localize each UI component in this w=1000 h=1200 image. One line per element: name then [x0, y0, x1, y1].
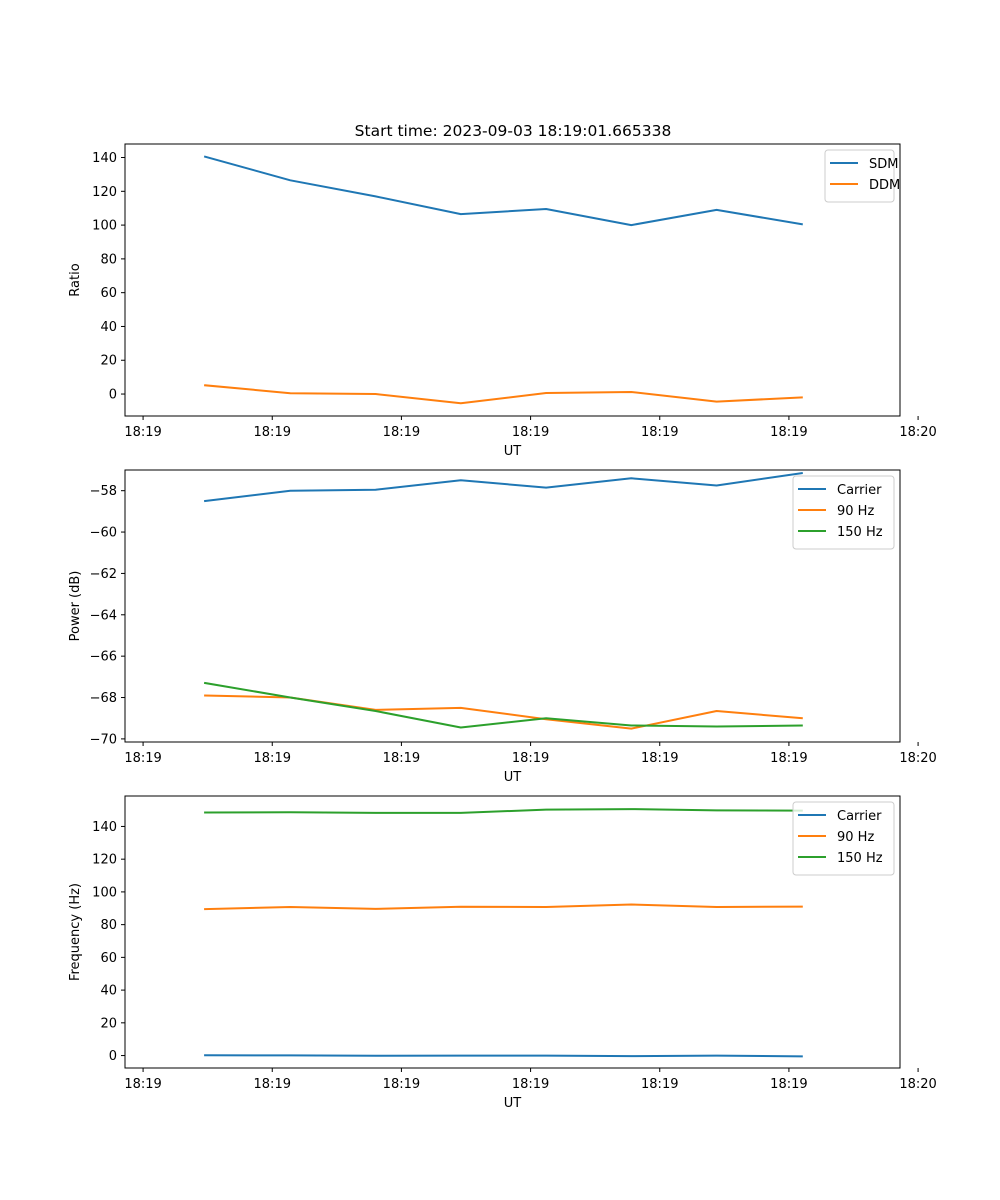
- x-tick-label: 18:19: [641, 751, 678, 766]
- legend-label: 150 Hz: [837, 525, 883, 540]
- y-tick-label: 40: [100, 984, 117, 999]
- panel-2: 18:19 18:19 18:19 18:19 18:19 18:19 18:20 −70 −6…: [68, 469, 937, 785]
- x-tick-label: 18:19: [383, 751, 420, 766]
- y-tick-label: 120: [92, 853, 117, 868]
- x-tick-label: 18:19: [770, 1077, 807, 1092]
- panel-1: 18:19 18:19 18:19 18:19 18:19 18:19 18:20 0 20 40…: [68, 143, 937, 459]
- x-tick-label: 18:19: [254, 751, 291, 766]
- y-axis-label: Frequency (Hz): [68, 883, 83, 981]
- y-tick-label: 80: [100, 252, 117, 267]
- y-tick-label: 100: [92, 219, 117, 234]
- series-line-90-hz: [204, 903, 803, 911]
- x-tick-label: 18:19: [641, 1077, 678, 1092]
- axes-frame: [124, 469, 901, 743]
- series-line-carrier: [203, 471, 803, 503]
- series-line-carrier: [204, 1054, 803, 1058]
- x-tick-label: 18:19: [124, 751, 161, 766]
- x-tick-label: 18:19: [124, 1077, 161, 1092]
- panel-3: 18:19 18:19 18:19 18:19 18:19 18:19 18:20 0 20 40…: [68, 795, 937, 1111]
- legend: SDM DDM: [824, 149, 900, 203]
- y-tick-label: −68: [90, 691, 117, 706]
- x-tick-label: 18:19: [512, 751, 549, 766]
- legend-label: SDM: [869, 157, 898, 172]
- legend-label: 150 Hz: [837, 851, 883, 866]
- x-axis-label: UT: [504, 444, 522, 459]
- legend-label: Carrier: [837, 483, 882, 498]
- x-tick-label: 18:19: [641, 425, 678, 440]
- y-tick-label: 100: [92, 885, 117, 900]
- y-tick-label: 0: [109, 388, 117, 403]
- x-tick-label: 18:20: [899, 751, 936, 766]
- y-tick-label: 20: [100, 1016, 117, 1031]
- y-tick-label: 140: [92, 151, 117, 166]
- x-tick-label: 18:19: [770, 751, 807, 766]
- panels: 18:19 18:19 18:19 18:19 18:19 18:19 18:20 0 20 40…: [68, 143, 937, 1111]
- y-tick-label: −58: [90, 484, 117, 499]
- x-tick-label: 18:19: [512, 425, 549, 440]
- y-axis-label: Ratio: [68, 263, 83, 296]
- x-tick-label: 18:19: [512, 1077, 549, 1092]
- x-tick-label: 18:19: [770, 425, 807, 440]
- series-line-150-hz: [203, 681, 803, 729]
- series-line-150-hz: [204, 808, 803, 814]
- x-tick-label: 18:19: [383, 425, 420, 440]
- y-tick-label: 140: [92, 820, 117, 835]
- y-tick-label: −66: [90, 650, 117, 665]
- x-tick-label: 18:19: [124, 425, 161, 440]
- axes-frame: [124, 143, 901, 417]
- legend-label: 90 Hz: [837, 504, 874, 519]
- y-tick-label: 40: [100, 320, 117, 335]
- y-tick-label: −62: [90, 567, 117, 582]
- legend: Carrier 90 Hz 150 Hz: [792, 801, 895, 876]
- series-line-sdm: [203, 155, 803, 227]
- y-tick-label: 60: [100, 951, 117, 966]
- x-axis-label: UT: [504, 770, 522, 785]
- series-line-ddm: [204, 384, 803, 405]
- x-tick-label: 18:19: [254, 425, 291, 440]
- y-tick-label: −70: [90, 732, 117, 747]
- legend: Carrier 90 Hz 150 Hz: [792, 475, 895, 550]
- x-tick-label: 18:20: [899, 1077, 936, 1092]
- legend-label: DDM: [869, 178, 900, 193]
- y-tick-label: 80: [100, 918, 117, 933]
- y-tick-label: 0: [109, 1049, 117, 1064]
- y-tick-label: −60: [90, 526, 117, 541]
- legend-label: 90 Hz: [837, 830, 874, 845]
- axes-frame: [124, 795, 901, 1069]
- chart-title: Start time: 2023-09-03 18:19:01.665338: [355, 122, 672, 140]
- x-axis-label: UT: [504, 1096, 522, 1111]
- y-tick-label: −64: [90, 608, 117, 623]
- y-axis-label: Power (dB): [68, 571, 83, 642]
- x-tick-label: 18:20: [899, 425, 936, 440]
- x-tick-label: 18:19: [383, 1077, 420, 1092]
- legend-label: Carrier: [837, 809, 882, 824]
- y-tick-label: 20: [100, 354, 117, 369]
- y-tick-label: 60: [100, 286, 117, 301]
- y-tick-label: 120: [92, 185, 117, 200]
- x-tick-label: 18:19: [254, 1077, 291, 1092]
